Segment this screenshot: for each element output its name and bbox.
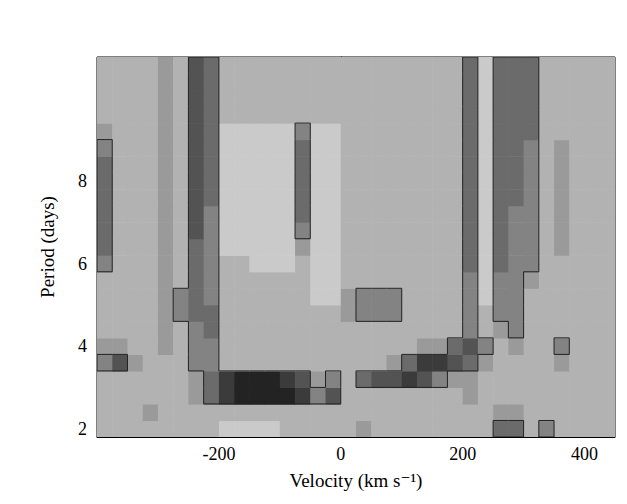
svg-text:4: 4 xyxy=(78,336,87,356)
svg-text:400: 400 xyxy=(571,444,598,464)
svg-text:Velocity (km s⁻¹): Velocity (km s⁻¹) xyxy=(290,470,423,492)
svg-text:6: 6 xyxy=(78,254,87,274)
svg-text:8: 8 xyxy=(78,171,87,191)
svg-text:2: 2 xyxy=(78,419,87,439)
svg-text:0: 0 xyxy=(336,444,345,464)
svg-text:-200: -200 xyxy=(202,444,235,464)
svg-text:Period (days): Period (days) xyxy=(37,196,59,298)
svg-text:200: 200 xyxy=(449,444,476,464)
